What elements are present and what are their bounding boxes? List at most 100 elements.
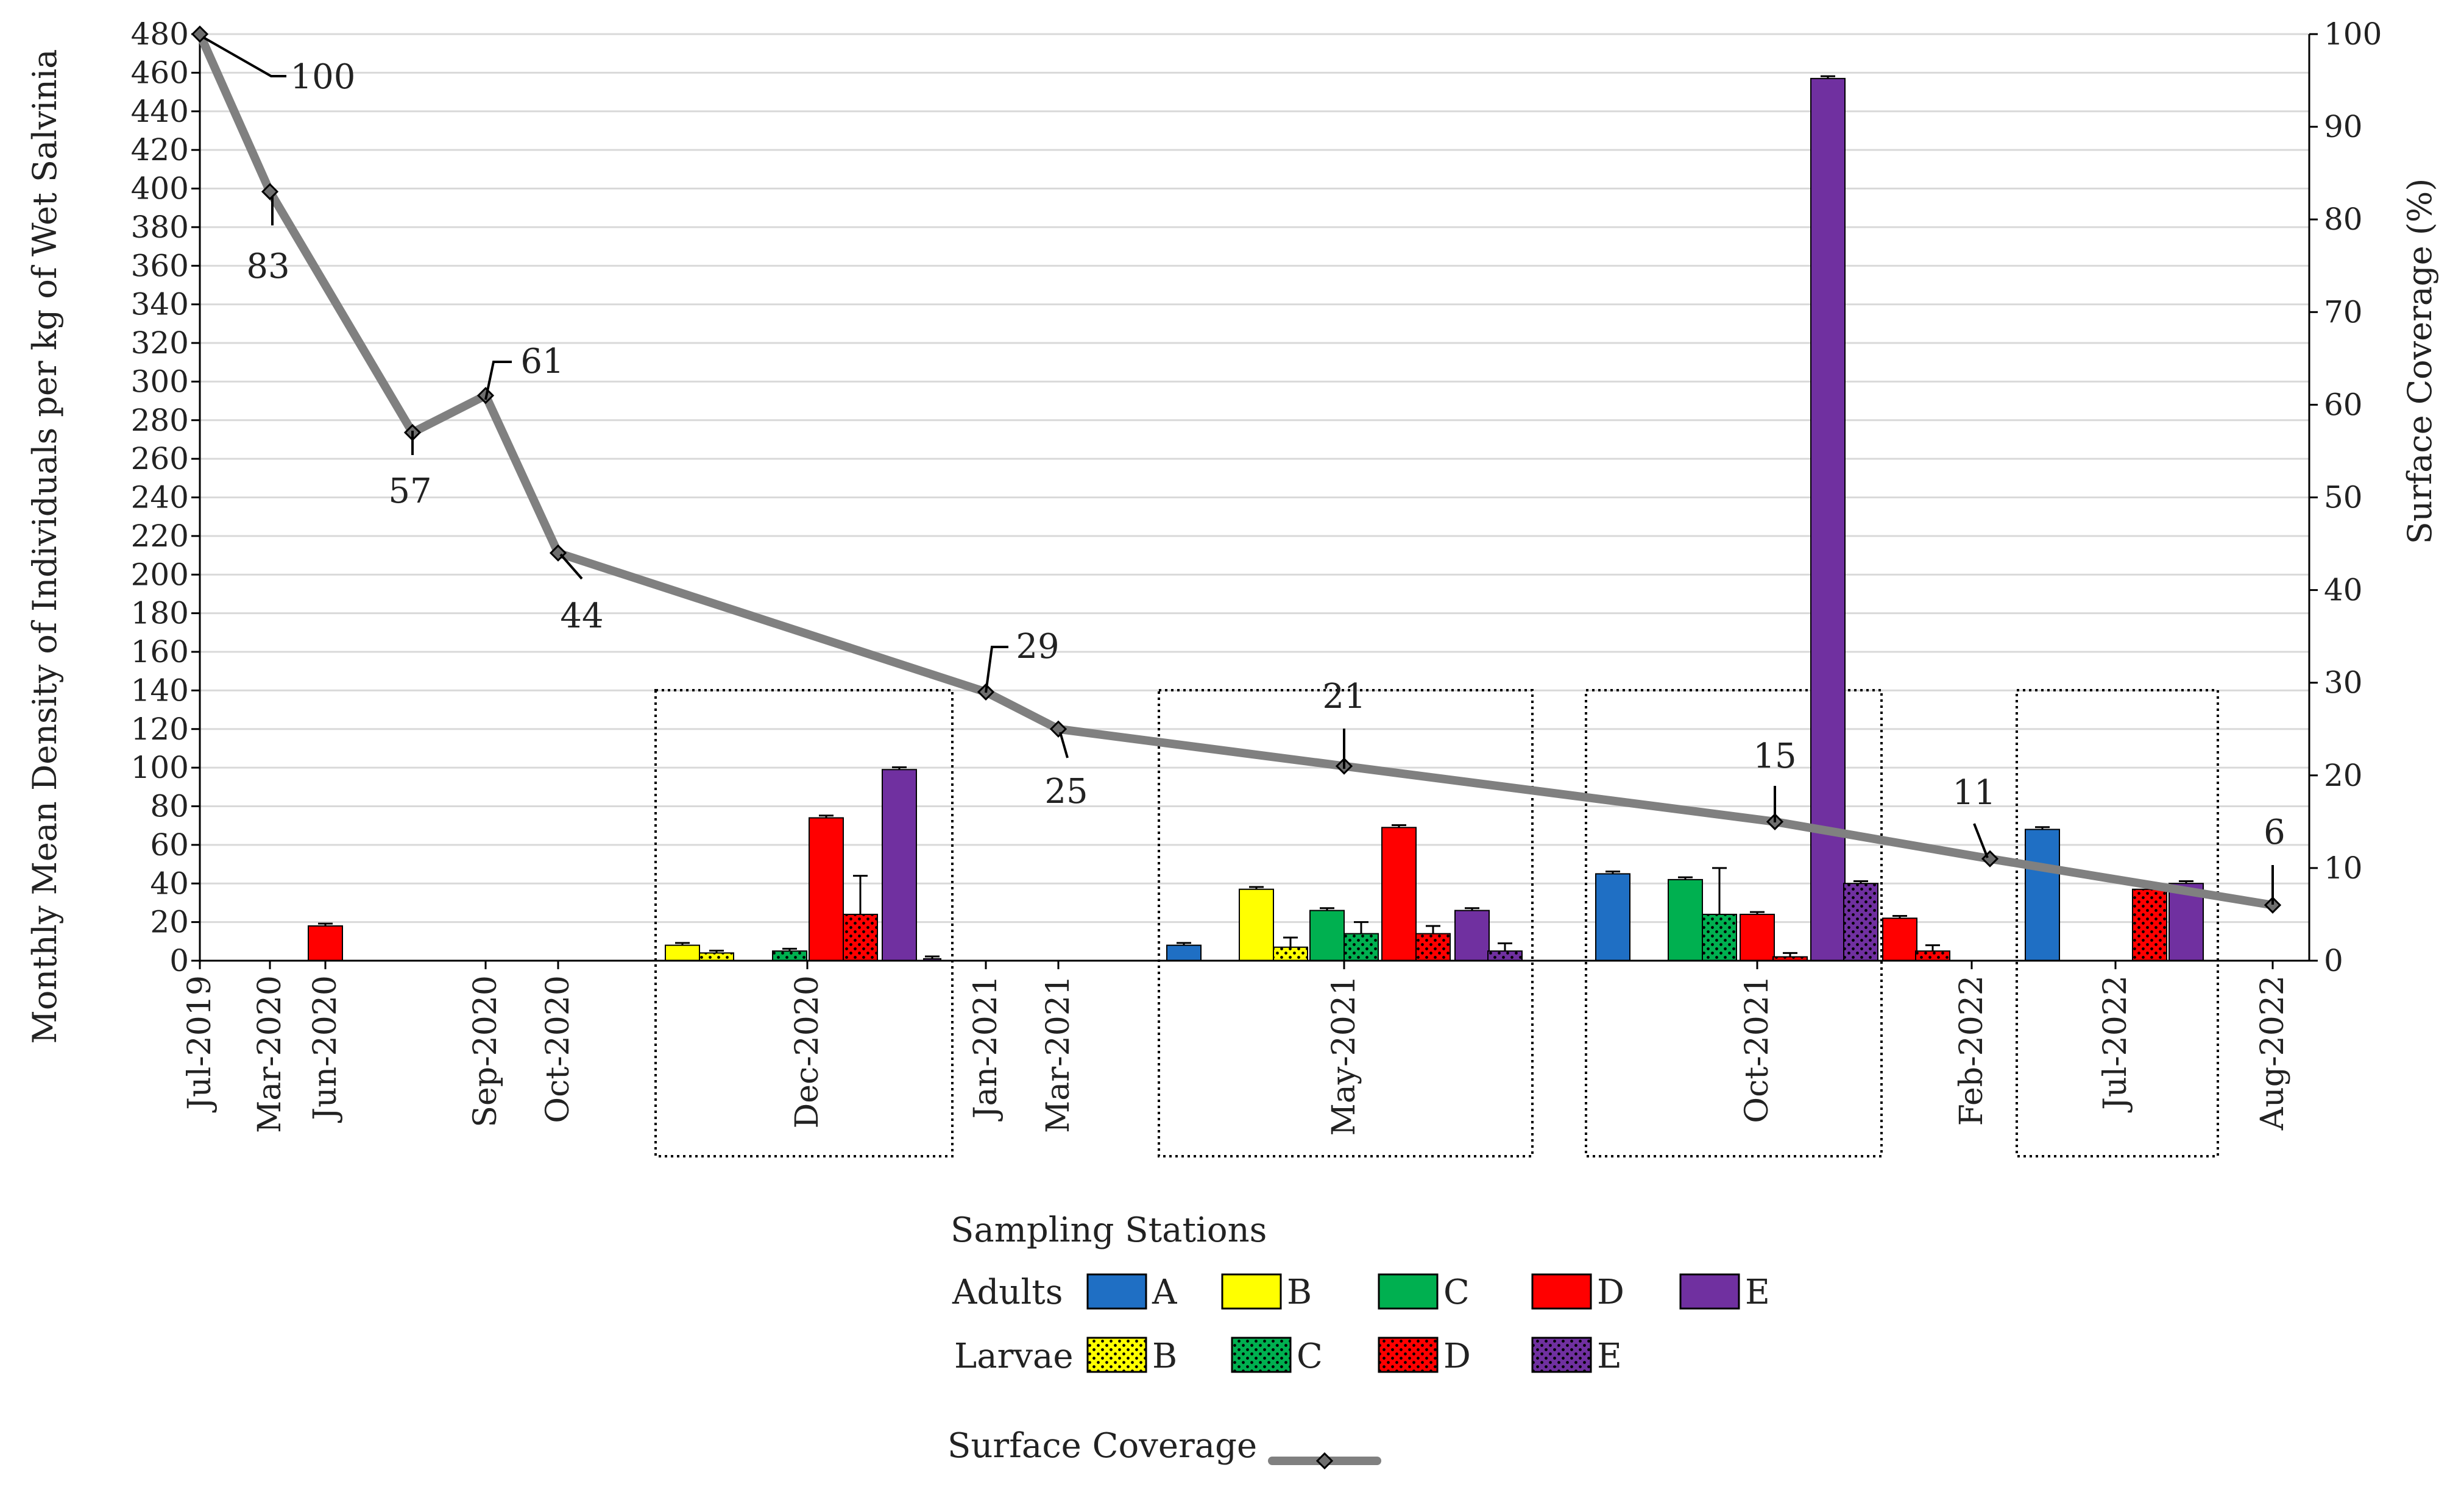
x-tick-label: Sep-2020 xyxy=(467,975,504,1128)
y-tick-label: 180 xyxy=(131,596,189,631)
data-label-leader xyxy=(559,553,583,580)
y-tick-label: 380 xyxy=(131,210,189,245)
bar-larvae-c xyxy=(1344,933,1379,961)
y-tick-label: 80 xyxy=(150,789,189,824)
bar-larvae-d xyxy=(2132,888,2167,961)
y2-tick-label: 10 xyxy=(2324,850,2363,886)
bar-larvae-c xyxy=(1702,913,1737,961)
highlight-box-oct-2021 xyxy=(1585,689,1883,1157)
data-label: 44 xyxy=(560,596,603,636)
y2-tick-label: 90 xyxy=(2324,109,2363,144)
data-label: 100 xyxy=(291,57,356,97)
y2-tick-label: 80 xyxy=(2324,202,2363,237)
y-tick-label: 460 xyxy=(131,55,189,90)
bar-adults-c xyxy=(1668,878,1703,961)
data-label: 11 xyxy=(1952,773,1995,813)
surface-coverage-series: 100 83 57 61 44 29 25 21 15 11 6 xyxy=(191,25,2285,914)
bar-larvae-b xyxy=(1273,946,1308,961)
y2-tick-label: 70 xyxy=(2324,294,2363,330)
legend-label-adult-b: B xyxy=(1287,1273,1312,1312)
y2-tick-label: 50 xyxy=(2324,480,2363,515)
legend-swatch-adult-b xyxy=(1221,1273,1282,1310)
data-label: 83 xyxy=(246,247,289,286)
y-tick-label: 280 xyxy=(131,403,189,438)
bar-adults-e xyxy=(1454,910,1490,962)
data-label: 15 xyxy=(1753,737,1796,776)
data-label: 57 xyxy=(388,472,431,511)
bar-larvae-e xyxy=(1487,950,1523,961)
bar-adults-d xyxy=(809,817,844,961)
highlight-box-dec-2020 xyxy=(654,689,954,1157)
x-axis-ticks: Jul-2019 Mar-2020 Jun-2020 Sep-2020 Oct-2020… xyxy=(182,961,2291,1136)
y-axis-label: Monthly Mean Density of Individuals per … xyxy=(26,49,64,1044)
legend-swatch-adult-d xyxy=(1531,1273,1592,1310)
x-tick-label: Jun-2020 xyxy=(307,975,344,1123)
bar-adults-d xyxy=(1882,917,1917,961)
legend-swatch-larvae-b xyxy=(1086,1337,1147,1373)
legend-label-larvae-d: D xyxy=(1443,1337,1471,1376)
x-tick-label: May-2021 xyxy=(1326,975,1362,1136)
bar-larvae-d xyxy=(1415,933,1451,961)
x-tick-label: Aug-2022 xyxy=(2254,975,2291,1131)
x-tick-label: Dec-2020 xyxy=(789,975,826,1129)
legend-swatch-adult-e xyxy=(1679,1273,1740,1310)
y2-axis-ticks: 0 10 20 30 40 50 60 70 80 90 100 xyxy=(2309,16,2382,978)
bar-adults-e xyxy=(1810,77,1846,962)
x-tick-label: Jan-2021 xyxy=(968,975,1004,1122)
y-tick-label: 360 xyxy=(131,248,189,283)
data-label: 25 xyxy=(1044,772,1088,811)
y-tick-label: 400 xyxy=(131,171,189,207)
y-tick-label: 440 xyxy=(131,94,189,129)
y-tick-label: 240 xyxy=(131,480,189,515)
y2-tick-label: 0 xyxy=(2324,943,2343,978)
bar-adults-d xyxy=(308,925,343,962)
y-tick-label: 60 xyxy=(150,827,189,863)
legend-swatch-larvae-e xyxy=(1531,1337,1592,1373)
surface-coverage-point xyxy=(261,183,279,200)
data-label-leader xyxy=(985,646,1008,693)
y-tick-label: 120 xyxy=(131,712,189,747)
bar-larvae-e xyxy=(1843,883,1878,961)
legend-label-adult-a: A xyxy=(1152,1273,1177,1312)
y-tick-label: 300 xyxy=(131,364,189,399)
bar-adults-d xyxy=(1740,913,1775,961)
legend-adults-label: Adults xyxy=(952,1273,1063,1312)
legend-label-adult-d: D xyxy=(1597,1273,1624,1312)
x-tick-label: Oct-2021 xyxy=(1739,975,1775,1123)
y-tick-label: 320 xyxy=(131,325,189,361)
y-tick-label: 480 xyxy=(131,16,189,52)
highlight-box-may-2021 xyxy=(1158,689,1534,1157)
bar-adults-b xyxy=(665,944,700,962)
legend-line-marker xyxy=(1315,1452,1334,1470)
bar-larvae-d xyxy=(843,913,878,961)
legend-swatch-adult-c xyxy=(1378,1273,1439,1310)
legend-swatch-adult-a xyxy=(1086,1273,1147,1310)
y-tick-label: 0 xyxy=(169,943,189,978)
legend-swatch-larvae-d xyxy=(1378,1337,1439,1373)
legend-label-adult-c: C xyxy=(1443,1273,1470,1312)
data-label: 61 xyxy=(520,342,564,381)
bar-adults-e xyxy=(882,769,917,961)
x-tick-label: Oct-2020 xyxy=(540,975,576,1123)
legend-label-larvae-b: B xyxy=(1152,1337,1177,1376)
legend-swatch-larvae-c xyxy=(1231,1337,1292,1373)
y-tick-label: 140 xyxy=(131,673,189,708)
x-tick-label: Jul-2019 xyxy=(182,975,218,1113)
bar-adults-c xyxy=(1309,910,1345,962)
y-tick-label: 220 xyxy=(131,518,189,554)
x-tick-label: Mar-2021 xyxy=(1040,975,1077,1133)
y2-axis-label: Surface Coverage (%) xyxy=(2401,178,2439,545)
bar-series xyxy=(308,75,2204,962)
data-label-leader xyxy=(484,361,512,400)
legend-title: Sampling Stations xyxy=(951,1210,1267,1250)
bar-adults-a xyxy=(2025,828,2060,962)
y-tick-label: 100 xyxy=(131,750,189,785)
y2-tick-label: 40 xyxy=(2324,573,2363,608)
bar-larvae-d xyxy=(1915,950,1950,961)
y-tick-label: 40 xyxy=(150,866,189,901)
y-tick-label: 160 xyxy=(131,634,189,670)
data-label: 29 xyxy=(1016,627,1059,666)
y2-tick-label: 30 xyxy=(2324,665,2363,701)
legend: Sampling Stations Adults Larvae Surface … xyxy=(947,1210,1770,1470)
